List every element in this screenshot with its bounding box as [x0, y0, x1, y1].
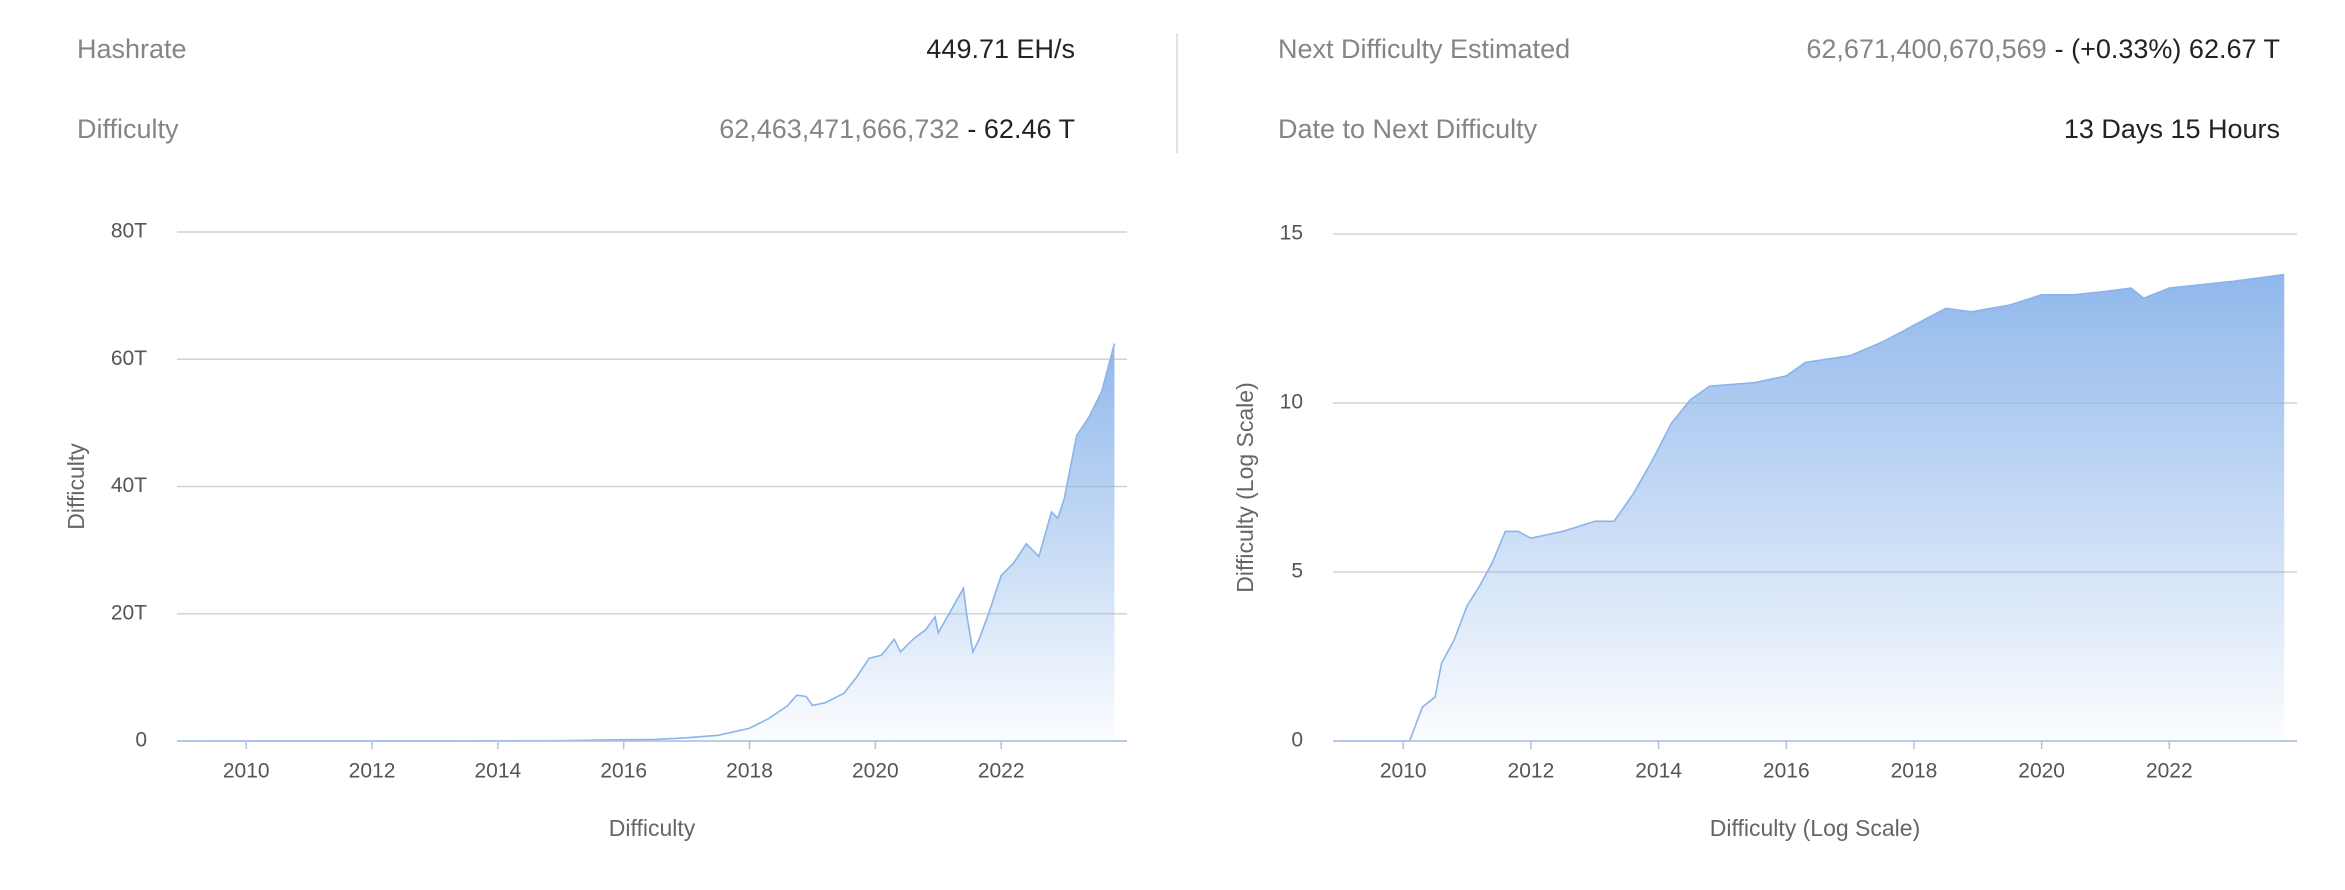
y-tick-label: 5: [1291, 560, 1303, 583]
x-tick-label: 2018: [726, 760, 773, 783]
y-tick-label: 40T: [111, 474, 147, 497]
y-tick-label: 80T: [111, 220, 147, 243]
y-axis-title: Difficulty: [63, 443, 89, 530]
y-tick-label: 15: [1280, 222, 1303, 245]
stat-label: Date to Next Difficulty: [1278, 114, 1538, 144]
area-fill: [1339, 274, 2285, 741]
stat-value: 13 Days 15 Hours: [2064, 114, 2280, 144]
x-tick-label: 2022: [978, 760, 1025, 783]
area-fill: [183, 343, 1115, 741]
area-line: [1339, 273, 2285, 742]
x-axis-title: Difficulty (Log Scale): [1710, 815, 1921, 841]
x-tick-label: 2020: [852, 760, 899, 783]
y-tick-label: 60T: [111, 347, 147, 370]
stat-value-short: - 62.46 T: [967, 114, 1075, 144]
stat-value: 62,671,400,670,569 - (+0.33%) 62.67 T: [1806, 34, 2280, 64]
x-tick-label: 2020: [2018, 760, 2065, 783]
x-tick-label: 2014: [475, 760, 522, 783]
x-tick-label: 2010: [223, 760, 270, 783]
y-tick-label: 0: [1291, 729, 1303, 752]
x-tick-label: 2014: [1635, 760, 1682, 783]
stats: Hashrate 449.71 EH/s Difficulty 62,463,4…: [77, 33, 2280, 153]
x-tick-label: 2022: [2146, 760, 2193, 783]
x-tick-label: 2010: [1380, 760, 1427, 783]
stat-label: Next Difficulty Estimated: [1278, 34, 1570, 64]
y-axis-title: Difficulty (Log Scale): [1232, 382, 1258, 593]
x-axis-title: Difficulty: [609, 815, 696, 841]
stat-value-short: - (+0.33%) 62.67 T: [2055, 34, 2280, 64]
x-tick-label: 2016: [1763, 760, 1810, 783]
x-tick-label: 2018: [1891, 760, 1938, 783]
x-tick-label: 2012: [1508, 760, 1555, 783]
stat-value-full: 62,463,471,666,732: [719, 114, 959, 144]
y-tick-label: 10: [1280, 391, 1303, 414]
y-tick-label: 0: [135, 729, 147, 752]
stat-label: Difficulty: [77, 114, 179, 144]
x-tick-label: 2016: [600, 760, 647, 783]
stat-label: Hashrate: [77, 34, 187, 64]
y-tick-label: 20T: [111, 601, 147, 624]
stat-value: 62,463,471,666,732 - 62.46 T: [719, 114, 1075, 144]
x-tick-label: 2012: [349, 760, 396, 783]
area-line: [183, 343, 1116, 742]
stat-value: 449.71 EH/s: [926, 34, 1075, 64]
stat-value-full: 62,671,400,670,569: [1806, 34, 2046, 64]
